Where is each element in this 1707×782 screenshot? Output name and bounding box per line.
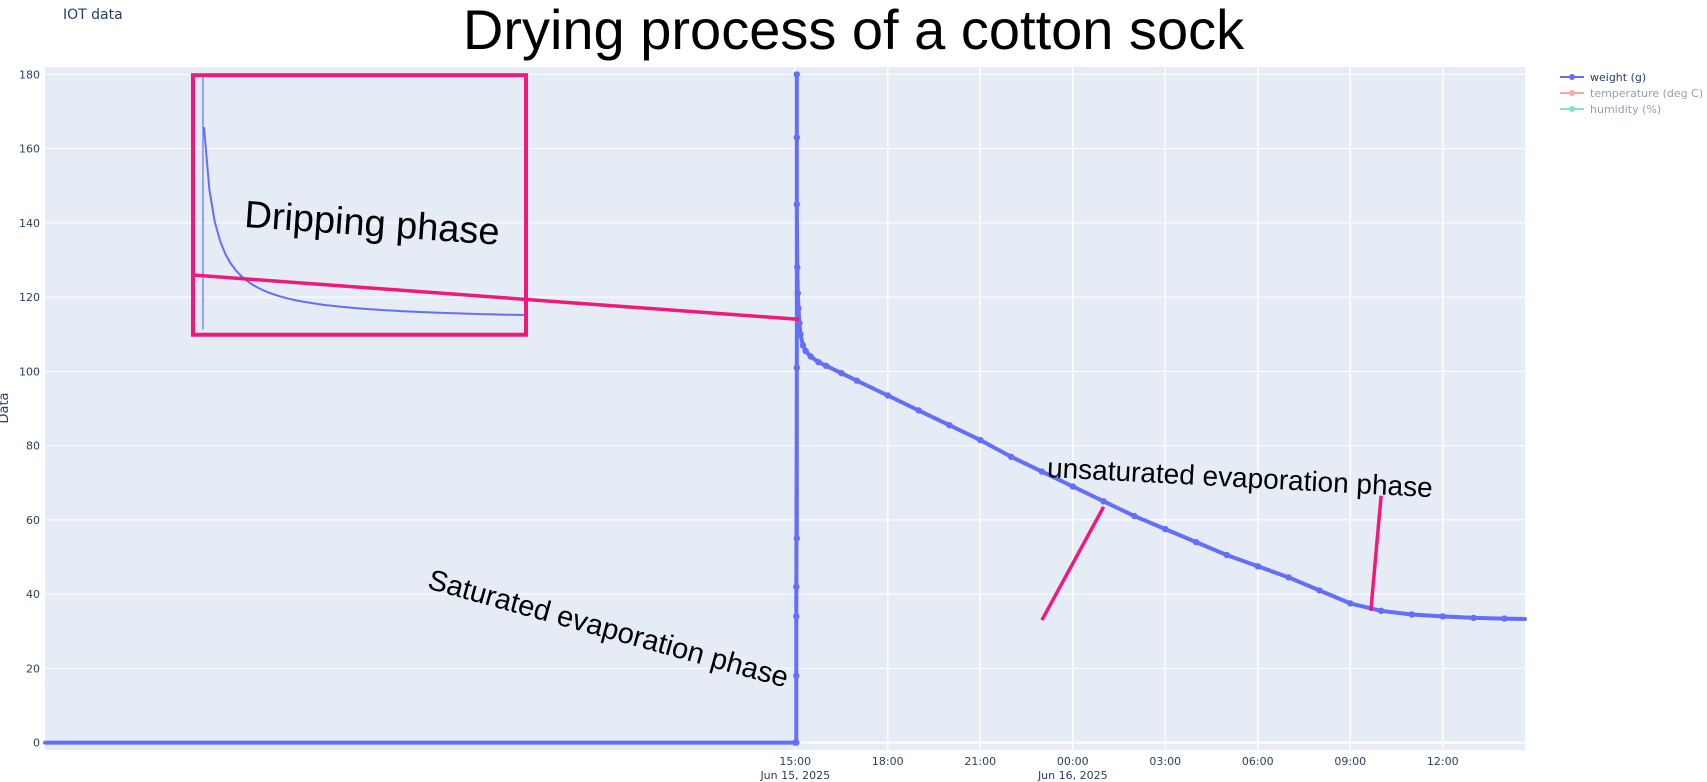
x-tick-label: 15:00 [779,755,811,768]
weight-point [1038,468,1046,475]
weight-point [1007,453,1015,460]
legend-label-weight: weight (g) [1590,70,1647,84]
legend-swatch-weight [1560,72,1584,82]
weight-point [793,134,800,141]
weight-point [1223,551,1231,559]
weight-point [799,342,807,349]
x-tick-label: 03:00 [1149,755,1181,768]
weight-point [1501,615,1508,622]
y-axis-label: Data [0,392,12,423]
weight-point [838,370,845,377]
weight-point [915,407,922,414]
weight-series [43,71,1527,746]
y-tick-label: 80 [26,440,40,453]
x-tick-label: 00:00 [1057,755,1089,768]
callout-unsaturated [1369,495,1383,611]
y-tick-label: 60 [26,514,40,527]
weight-point [853,377,861,384]
x-tick-label: 09:00 [1334,755,1366,768]
weight-point [794,264,801,271]
weight-point [797,331,804,338]
legend-item-humidity[interactable]: humidity (%) [1560,101,1703,117]
inset-frame [191,73,528,337]
callout-saturated [1040,506,1106,621]
weight-point [1439,613,1447,620]
weight-point [1316,587,1323,594]
weight-point [815,358,822,366]
y-tick-label: 100 [19,365,40,378]
inset-decay-curve [203,127,524,316]
weight-point [884,392,891,399]
weight-point [1377,607,1385,614]
plot-area[interactable] [45,67,1525,750]
y-tick-labels: 0 20 40 60 80 100 120 140 160 180 [19,68,40,749]
legend-item-temperature[interactable]: temperature (deg C) [1560,85,1703,101]
weight-point [977,436,984,444]
weight-point [807,353,814,360]
weight-point [795,305,802,312]
x-tick-label: 06:00 [1242,755,1274,768]
dripping-phase-inset [191,73,528,337]
weight-point [793,583,800,590]
legend-label-temperature: temperature (deg C) [1590,86,1704,100]
x-tick-sublabel: Jun 15, 2025 [759,769,830,782]
y-tick-label: 180 [19,68,40,81]
weight-point [793,71,800,78]
legend: weight (g) temperature (deg C) humidity … [1560,69,1703,117]
weight-point [793,672,800,679]
app-title: IOT data [63,7,123,23]
legend-swatch-temperature [1560,88,1584,98]
y-tick-label: 140 [19,217,40,230]
x-tick-label: 21:00 [964,755,996,768]
weight-point [1069,483,1077,490]
weight-point [1470,614,1477,622]
weight-point [1131,512,1138,520]
chart-title: Drying process of a cotton sock [462,0,1245,61]
y-tick-label: 0 [33,737,40,750]
weight-point [793,364,800,371]
x-tick-label: 12:00 [1427,755,1459,768]
weight-point [822,362,830,369]
weight-point [802,347,809,355]
legend-label-humidity: humidity (%) [1590,102,1662,116]
legend-swatch-humidity [1560,104,1584,114]
x-tick-sublabel: Jun 16, 2025 [1037,769,1108,782]
weight-point [793,535,800,542]
weight-point [1408,611,1416,618]
weight-point [1162,525,1169,533]
weight-point [1100,498,1107,505]
y-tick-label: 160 [19,143,40,156]
weight-point [946,422,953,429]
annotation-callouts [192,273,1383,621]
y-tick-label: 40 [26,588,40,601]
weight-point [793,739,800,746]
x-tick-label: 18:00 [872,755,904,768]
weight-point [794,290,801,297]
y-tick-label: 20 [26,662,40,675]
weight-point [1192,538,1200,546]
weight-point [1347,600,1354,607]
weight-point [1285,574,1292,581]
weight-point [1254,563,1262,570]
weight-point [793,201,800,208]
callout-dripping [192,273,800,322]
y-tick-label: 120 [19,291,40,304]
weight-point [796,319,803,327]
legend-item-weight[interactable]: weight (g) [1560,69,1703,85]
weight-point [793,613,800,620]
